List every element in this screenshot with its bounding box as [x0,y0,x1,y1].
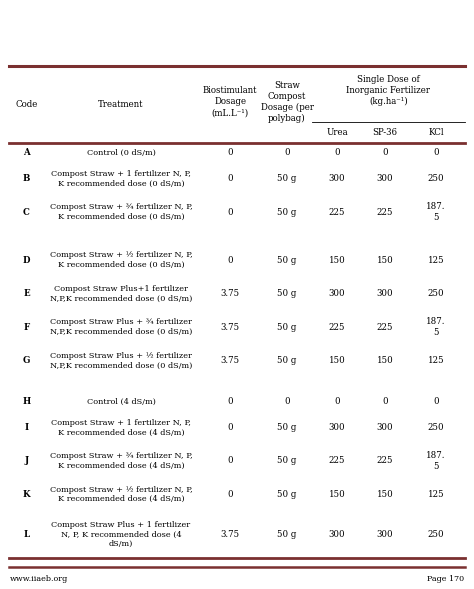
Text: 0: 0 [284,397,290,406]
Text: 50 g: 50 g [277,490,297,499]
Text: 50 g: 50 g [277,323,297,332]
Text: 0: 0 [334,148,340,157]
Text: Code: Code [15,100,38,110]
Text: SP-36: SP-36 [373,128,397,137]
Text: 300: 300 [329,530,346,539]
Text: C: C [23,207,30,217]
Text: 50 g: 50 g [277,207,297,217]
Text: 150: 150 [329,256,346,265]
Text: 0: 0 [433,148,439,157]
Text: 150: 150 [376,256,393,265]
Text: 0: 0 [228,174,233,183]
Text: 300: 300 [376,174,393,183]
Text: 300: 300 [376,530,393,539]
Text: 3.75: 3.75 [220,530,240,539]
Text: Compost Straw + ¾ fertilizer N, P,
K recommended dose (4 dS/m): Compost Straw + ¾ fertilizer N, P, K rec… [50,452,192,470]
Text: 0: 0 [228,207,233,217]
Text: 250: 250 [428,174,445,183]
Text: Single Dose of
Inorganic Fertilizer
(kg.ha⁻¹): Single Dose of Inorganic Fertilizer (kg.… [346,75,430,106]
Text: 225: 225 [329,456,346,465]
Text: 50 g: 50 g [277,174,297,183]
Text: 150: 150 [329,356,346,365]
Text: 0: 0 [382,397,388,406]
Text: Control (0 dS/m): Control (0 dS/m) [87,148,155,157]
Text: 3.75: 3.75 [220,323,240,332]
Text: 0: 0 [228,456,233,465]
Text: 0: 0 [228,397,233,406]
Text: 0: 0 [228,148,233,157]
Text: 300: 300 [329,174,346,183]
Text: A: A [23,148,30,157]
Text: E: E [23,289,30,298]
Text: J: J [25,456,28,465]
Text: F: F [24,323,29,332]
Text: Treatment: Treatment [98,100,144,110]
Text: 300: 300 [376,423,393,432]
Text: 0: 0 [334,397,340,406]
Text: H: H [22,397,31,406]
Text: 125: 125 [428,256,445,265]
Text: 0: 0 [228,256,233,265]
Text: 0: 0 [228,490,233,499]
Text: 125: 125 [428,490,445,499]
Text: 225: 225 [377,207,393,217]
Text: 0: 0 [433,397,439,406]
Text: 150: 150 [376,356,393,365]
Text: Compost Straw + ¾ fertilizer N, P,
K recommended dose (0 dS/m): Compost Straw + ¾ fertilizer N, P, K rec… [50,203,192,221]
Text: 50 g: 50 g [277,423,297,432]
Text: 300: 300 [376,289,393,298]
Text: 0: 0 [382,148,388,157]
Text: G: G [23,356,30,365]
Text: 250: 250 [428,289,445,298]
Text: 3.75: 3.75 [220,356,240,365]
Text: 150: 150 [329,490,346,499]
Text: 50 g: 50 g [277,256,297,265]
Text: Control (4 dS/m): Control (4 dS/m) [87,398,155,406]
Text: 300: 300 [329,289,346,298]
Text: 0: 0 [228,423,233,432]
Text: 300: 300 [329,423,346,432]
Text: Compost Straw Plus + ¾ fertilizer
N,P,K recommended dose (0 dS/m): Compost Straw Plus + ¾ fertilizer N,P,K … [50,318,192,336]
Text: D: D [23,256,30,265]
Text: Biostimulant
Dosage
(mL.L⁻¹): Biostimulant Dosage (mL.L⁻¹) [203,87,257,118]
Text: 225: 225 [329,207,346,217]
Text: 225: 225 [329,323,346,332]
Text: Compost Straw + 1 fertilizer N, P,
K recommended dose (0 dS/m): Compost Straw + 1 fertilizer N, P, K rec… [51,170,191,187]
Text: Urea: Urea [326,128,348,137]
Text: 50 g: 50 g [277,289,297,298]
Text: Compost Straw Plus + ½ fertilizer
N,P,K recommended dose (0 dS/m): Compost Straw Plus + ½ fertilizer N,P,K … [50,352,192,369]
Text: Compost Straw Plus + 1 fertilizer
N, P, K recommended dose (4
dS/m): Compost Straw Plus + 1 fertilizer N, P, … [51,521,191,548]
Text: 0: 0 [284,148,290,157]
Text: 50 g: 50 g [277,530,297,539]
Text: I: I [25,423,28,432]
Text: 150: 150 [376,490,393,499]
Text: Compost Straw Plus+1 fertilizer
N,P,K recommended dose (0 dS/m): Compost Straw Plus+1 fertilizer N,P,K re… [50,285,192,303]
Text: www.iiaeb.org: www.iiaeb.org [9,575,68,583]
Text: Compost Straw + ½ fertilizer N, P,
K recommended dose (4 dS/m): Compost Straw + ½ fertilizer N, P, K rec… [50,485,192,504]
Text: L: L [23,530,30,539]
Text: B: B [23,174,30,183]
Text: 125: 125 [428,356,445,365]
Text: 50 g: 50 g [277,456,297,465]
Text: 225: 225 [377,323,393,332]
Text: Page 170: Page 170 [428,575,465,583]
Text: 187.
5: 187. 5 [426,317,446,337]
Text: 187.
5: 187. 5 [426,202,446,222]
Text: 250: 250 [428,423,445,432]
Text: Compost Straw + 1 fertilizer N, P,
K recommended dose (4 dS/m): Compost Straw + 1 fertilizer N, P, K rec… [51,419,191,436]
Text: 50 g: 50 g [277,356,297,365]
Text: K: K [23,490,30,499]
Text: 250: 250 [428,530,445,539]
Text: 225: 225 [377,456,393,465]
Text: KCl: KCl [428,128,444,137]
Text: Straw
Compost
Dosage (per
polybag): Straw Compost Dosage (per polybag) [261,81,314,123]
Text: 187.
5: 187. 5 [426,451,446,471]
Text: Compost Straw + ½ fertilizer N, P,
K recommended dose (0 dS/m): Compost Straw + ½ fertilizer N, P, K rec… [50,252,192,269]
Text: 3.75: 3.75 [220,289,240,298]
